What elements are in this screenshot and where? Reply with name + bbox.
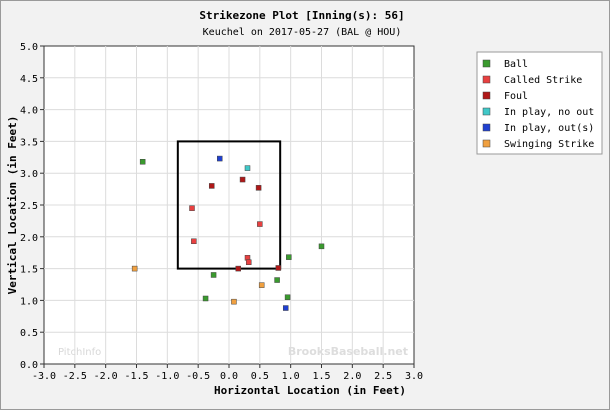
legend-label: In play, no out (504, 107, 594, 118)
x-tick-label: 3.0 (405, 371, 423, 382)
y-tick-label: 4.5 (20, 74, 38, 85)
pitch-point (275, 265, 282, 271)
legend-swatch (482, 59, 491, 68)
x-tick-label: 0.0 (220, 371, 238, 382)
x-tick-label: 0.5 (251, 371, 269, 382)
x-tick-label: -2.5 (63, 371, 87, 382)
x-tick-label: -2.0 (94, 371, 118, 382)
pitchinfo-watermark: PitchInfo (58, 347, 101, 358)
y-tick-label: 0.0 (20, 360, 38, 371)
pitch-point (282, 305, 289, 311)
pitch-point (139, 159, 146, 165)
pitch-point (245, 259, 252, 265)
y-tick-label: 5.0 (20, 42, 38, 53)
y-tick-label: 3.5 (20, 137, 38, 148)
legend-swatch (482, 123, 491, 132)
pitch-point (286, 254, 292, 260)
y-tick-labels: 0.0 0.5 1.0 1.5 2.0 2.5 3.0 3.5 4.0 4.5 5.0 (20, 42, 44, 371)
pitch-point (202, 295, 209, 302)
chart-title: Strikezone Plot [Inning(s): 56] (199, 9, 404, 22)
x-tick-label: -3.0 (32, 371, 56, 382)
legend-label: Called Strike (504, 75, 582, 86)
legend-label: Ball (504, 59, 528, 70)
pitch-point (210, 272, 217, 278)
chart-subtitle: Keuchel on 2017-05-27 (BAL @ HOU) (203, 27, 402, 38)
pitch-point (235, 265, 241, 272)
legend-swatch (482, 75, 491, 84)
pitch-point (239, 176, 246, 183)
legend-label: In play, out(s) (504, 123, 594, 134)
pitch-point (318, 243, 325, 250)
pitch-point (131, 265, 138, 272)
y-tick-label: 4.0 (20, 106, 38, 117)
x-tick-label: -1.0 (155, 371, 179, 382)
legend-swatch (482, 139, 491, 148)
legend-label: Swinging Strike (504, 139, 594, 150)
y-tick-label: 2.0 (20, 233, 38, 244)
x-axis-label: Horizontal Location (in Feet) (214, 384, 406, 397)
legend-swatch (482, 91, 491, 100)
legend: Ball Called Strike Foul In play, no out In p… (476, 51, 603, 155)
pitch-point (257, 221, 263, 227)
grid-lines (44, 46, 414, 364)
pitch-point (191, 238, 197, 245)
y-tick-label: 1.5 (20, 265, 38, 276)
x-tick-label: 2.5 (374, 371, 392, 382)
legend-box (476, 51, 603, 155)
y-tick-label: 2.5 (20, 201, 38, 212)
legend-label: Foul (504, 91, 528, 102)
pitch-point (217, 155, 223, 162)
x-tick-label: 1.5 (312, 371, 330, 382)
x-tick-label: 1.0 (282, 371, 300, 382)
y-axis-label: Vertical Location (in Feet) (6, 116, 19, 295)
legend-swatch (482, 107, 491, 116)
pitch-point (189, 205, 195, 211)
pitch-point (231, 298, 237, 305)
pitch-point (258, 282, 265, 288)
x-tick-label: -0.5 (186, 371, 210, 382)
pitch-point (244, 165, 251, 171)
y-tick-label: 0.5 (20, 328, 38, 339)
pitch-points (131, 155, 325, 311)
strike-zone-box (176, 140, 282, 270)
x-tick-label: -1.5 (124, 371, 148, 382)
x-tick-label: 2.0 (343, 371, 361, 382)
pitch-point (284, 294, 291, 300)
pitch-point (274, 277, 280, 283)
pitch-point (255, 185, 262, 191)
x-tick-labels: -3.0 -2.5 -2.0 -1.5 -1.0 -0.5 0.0 0.5 1.0 1.5 2.0 2… (32, 364, 423, 382)
y-tick-label: 3.0 (20, 169, 38, 180)
y-tick-label: 1.0 (20, 296, 38, 307)
brooksbaseball-watermark: BrooksBaseball.net (288, 345, 408, 358)
pitch-point (208, 183, 215, 189)
